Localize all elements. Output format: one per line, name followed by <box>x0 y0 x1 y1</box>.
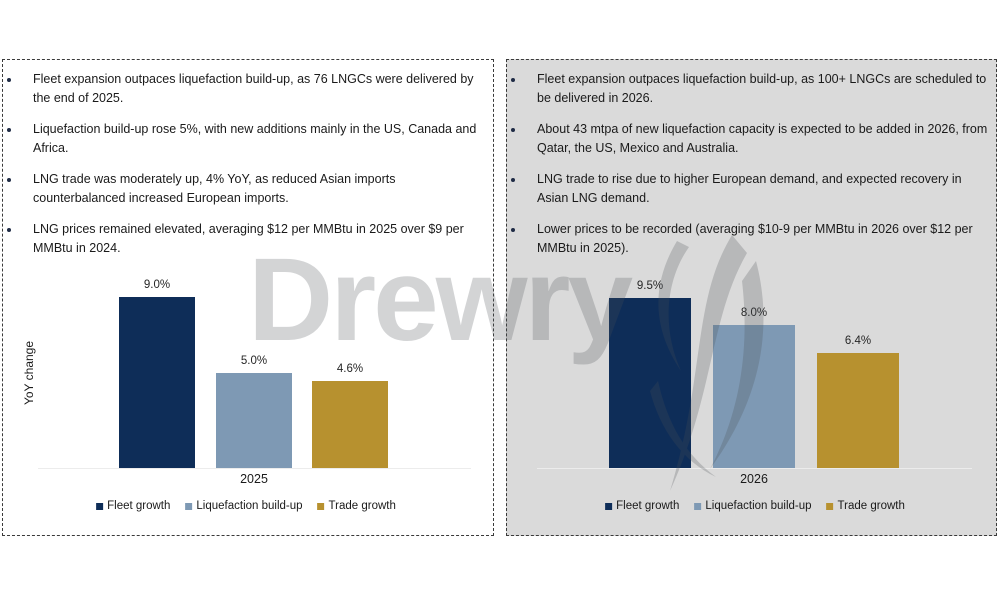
bullet-text: Fleet expansion outpaces liquefaction bu… <box>33 72 474 105</box>
bar-liquefaction-build-up-2026 <box>713 325 795 468</box>
bar-value-label: 9.5% <box>636 280 664 292</box>
bullet-item: LNG trade was moderately up, 4% YoY, as … <box>3 170 485 207</box>
bullet-dot-icon <box>511 128 515 132</box>
panel-2025: Fleet expansion outpaces liquefaction bu… <box>2 59 494 536</box>
legend-item-trade-growth: Trade growth <box>317 500 396 512</box>
legend-item-trade-growth: Trade growth <box>826 500 905 512</box>
bullet-dot-icon <box>7 178 11 182</box>
bullet-item: LNG prices remained elevated, averaging … <box>3 220 485 257</box>
bullet-item: Fleet expansion outpaces liquefaction bu… <box>3 70 485 107</box>
bullet-item: LNG trade to rise due to higher European… <box>507 170 988 207</box>
legend-item-liquefaction-build-up: Liquefaction build-up <box>694 500 812 512</box>
legend-2026: Fleet growth Liquefaction build-up Trade g… <box>605 500 905 512</box>
bullet-item: Lower prices to be recorded (averaging $… <box>507 220 988 257</box>
bullet-dot-icon <box>511 78 515 82</box>
legend-label: Fleet growth <box>107 500 171 512</box>
legend-swatch-icon <box>605 502 613 510</box>
bullet-text: Liquefaction build-up rose 5%, with new … <box>33 122 477 155</box>
legend-swatch-icon <box>317 502 325 510</box>
bullet-list-2025: Fleet expansion outpaces liquefaction bu… <box>3 70 485 270</box>
legend-swatch-icon <box>96 502 104 510</box>
bar-value-label: 8.0% <box>740 307 768 319</box>
legend-label: Trade growth <box>328 500 396 512</box>
x-axis-tick-2025: 2025 <box>240 472 268 486</box>
bullet-dot-icon <box>7 128 11 132</box>
legend-item-fleet-growth: Fleet growth <box>605 500 679 512</box>
bar-value-label: 5.0% <box>240 355 268 367</box>
panel-2026: Fleet expansion outpaces liquefaction bu… <box>506 59 997 536</box>
x-axis-line-2025 <box>38 468 471 469</box>
bullet-text: LNG trade was moderately up, 4% YoY, as … <box>33 172 396 205</box>
legend-label: Fleet growth <box>616 500 680 512</box>
bar-value-label: 6.4% <box>844 335 872 347</box>
bullet-text: LNG prices remained elevated, averaging … <box>33 222 464 255</box>
legend-swatch-icon <box>694 502 702 510</box>
bar-trade-growth-2025 <box>312 381 388 468</box>
bullet-item: Liquefaction build-up rose 5%, with new … <box>3 120 485 157</box>
legend-swatch-icon <box>185 502 193 510</box>
bullet-dot-icon <box>7 228 11 232</box>
bar-liquefaction-build-up-2025 <box>216 373 292 468</box>
x-axis-tick-2026: 2026 <box>740 472 768 486</box>
bullet-text: LNG trade to rise due to higher European… <box>537 172 962 205</box>
legend-label: Liquefaction build-up <box>196 500 303 512</box>
legend-label: Trade growth <box>837 500 905 512</box>
legend-item-fleet-growth: Fleet growth <box>96 500 170 512</box>
legend-2025: Fleet growth Liquefaction build-up Trade g… <box>96 500 396 512</box>
bullet-item: About 43 mtpa of new liquefaction capaci… <box>507 120 988 157</box>
bullet-text: About 43 mtpa of new liquefaction capaci… <box>537 122 988 155</box>
bullet-dot-icon <box>7 78 11 82</box>
x-axis-line-2026 <box>537 468 972 469</box>
bar-value-label: 4.6% <box>336 363 364 375</box>
bullet-list-2026: Fleet expansion outpaces liquefaction bu… <box>507 70 988 270</box>
bullet-dot-icon <box>511 178 515 182</box>
bar-value-label: 9.0% <box>143 279 171 291</box>
bullet-dot-icon <box>511 228 515 232</box>
bullet-text: Fleet expansion outpaces liquefaction bu… <box>537 72 987 105</box>
y-axis-label: YoY change <box>22 340 36 406</box>
bar-fleet-growth-2026 <box>609 298 691 468</box>
bar-trade-growth-2026 <box>817 353 899 468</box>
legend-label: Liquefaction build-up <box>705 500 812 512</box>
bullet-item: Fleet expansion outpaces liquefaction bu… <box>507 70 988 107</box>
bar-fleet-growth-2025 <box>119 297 195 468</box>
legend-swatch-icon <box>826 502 834 510</box>
legend-item-liquefaction-build-up: Liquefaction build-up <box>185 500 303 512</box>
bullet-text: Lower prices to be recorded (averaging $… <box>537 222 973 255</box>
